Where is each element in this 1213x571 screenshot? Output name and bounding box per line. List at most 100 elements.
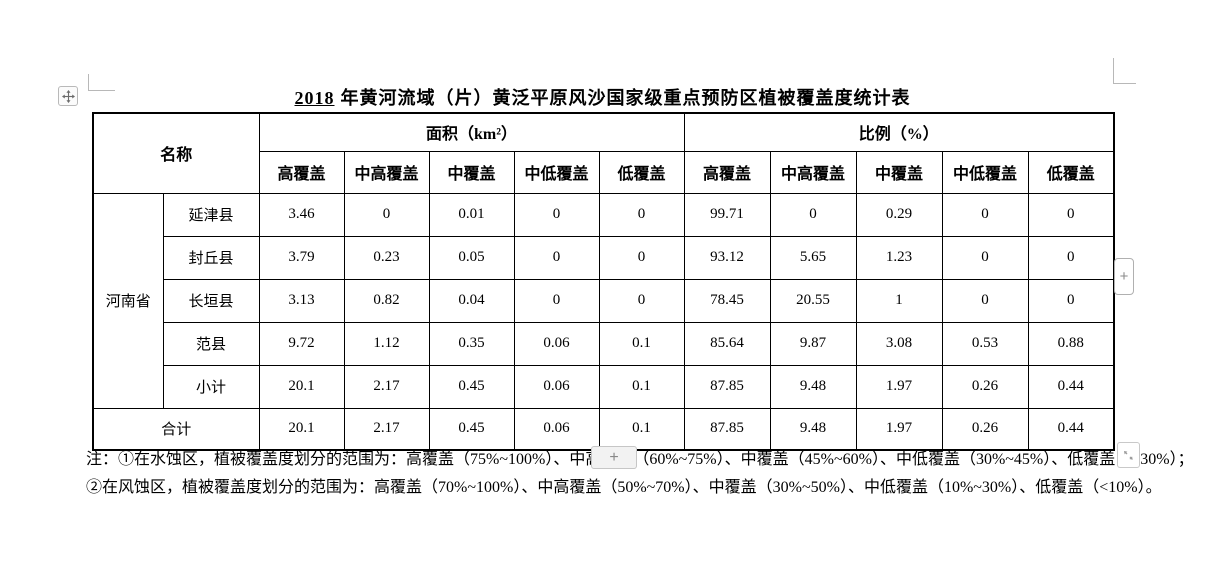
page-title: 2018 年黄河流域（片）黄泛平原风沙国家级重点预防区植被覆盖度统计表 bbox=[92, 84, 1113, 110]
ratio-value-cell: 99.71 bbox=[683, 192, 771, 237]
area-value-cell: 0.1 bbox=[598, 321, 685, 366]
ratio-value-cell: 20.55 bbox=[769, 278, 857, 323]
county-name-cell: 范县 bbox=[162, 321, 260, 366]
area-value-cell: 0.82 bbox=[343, 278, 430, 323]
title-year: 2018 bbox=[294, 88, 335, 108]
ratio-value-cell: 9.48 bbox=[769, 364, 857, 409]
ratio-value-cell: 0 bbox=[941, 235, 1029, 280]
table-move-handle[interactable] bbox=[58, 86, 78, 106]
ratio-value-cell: 0.44 bbox=[1027, 407, 1115, 451]
ratio-value-cell: 0.26 bbox=[941, 407, 1029, 451]
ratio-value-cell: 0.88 bbox=[1027, 321, 1115, 366]
crop-mark-top-left-horizontal bbox=[88, 90, 115, 91]
header-ratio-mid: 中覆盖 bbox=[855, 150, 943, 194]
note-line-1: 注：①在水蚀区，植被覆盖度划分的范围为：高覆盖（75%~100%）、中高覆盖（6… bbox=[86, 451, 1194, 468]
header-area-midhigh: 中高覆盖 bbox=[343, 150, 430, 194]
area-value-cell: 0.06 bbox=[513, 407, 600, 451]
ratio-value-cell: 1.97 bbox=[855, 364, 943, 409]
crop-mark-top-right-horizontal bbox=[1113, 83, 1136, 84]
header-ratio-high: 高覆盖 bbox=[683, 150, 771, 194]
area-value-cell: 0 bbox=[343, 192, 430, 237]
header-area-high: 高覆盖 bbox=[258, 150, 345, 194]
ratio-value-cell: 0 bbox=[1027, 192, 1115, 237]
area-value-cell: 0 bbox=[598, 278, 685, 323]
area-value-cell: 0.45 bbox=[428, 364, 515, 409]
ratio-value-cell: 9.87 bbox=[769, 321, 857, 366]
area-value-cell: 0.06 bbox=[513, 364, 600, 409]
ratio-value-cell: 0 bbox=[769, 192, 857, 237]
table-notes: 注：①在水蚀区，植被覆盖度划分的范围为：高覆盖（75%~100%）、中高覆盖（6… bbox=[86, 446, 1194, 501]
county-name-cell: 封丘县 bbox=[162, 235, 260, 280]
area-value-cell: 0.35 bbox=[428, 321, 515, 366]
area-value-cell: 3.13 bbox=[258, 278, 345, 323]
header-area-low: 低覆盖 bbox=[598, 150, 685, 194]
area-value-cell: 0.04 bbox=[428, 278, 515, 323]
note-line-2: ②在风蚀区，植被覆盖度划分的范围为：高覆盖（70%~100%）、中高覆盖（50%… bbox=[86, 478, 1162, 496]
area-value-cell: 0.06 bbox=[513, 321, 600, 366]
title-text: 年黄河流域（片）黄泛平原风沙国家级重点预防区植被覆盖度统计表 bbox=[340, 88, 911, 108]
county-name-cell: 延津县 bbox=[162, 192, 260, 237]
ratio-value-cell: 1.97 bbox=[855, 407, 943, 451]
table-row: 河南省 延津县 3.46 0 0.01 0 0 99.71 0 0.29 0 0 bbox=[92, 192, 1115, 409]
area-value-cell: 0.01 bbox=[428, 192, 515, 237]
area-value-cell: 2.17 bbox=[343, 407, 430, 451]
ratio-value-cell: 3.08 bbox=[855, 321, 943, 366]
area-value-cell: 0.1 bbox=[598, 364, 685, 409]
header-ratio-midlow: 中低覆盖 bbox=[941, 150, 1029, 194]
area-value-cell: 3.46 bbox=[258, 192, 345, 237]
area-value-cell: 3.79 bbox=[258, 235, 345, 280]
ratio-value-cell: 9.48 bbox=[769, 407, 857, 451]
county-name-cell: 小计 bbox=[162, 364, 260, 409]
area-value-cell: 0 bbox=[513, 278, 600, 323]
ratio-value-cell: 0 bbox=[1027, 235, 1115, 280]
table-resize-handle[interactable] bbox=[1117, 442, 1140, 468]
move-arrows-icon bbox=[61, 89, 75, 103]
county-name-cell: 长垣县 bbox=[162, 278, 260, 323]
header-ratio-midhigh: 中高覆盖 bbox=[769, 150, 857, 194]
table-row: 封丘县 3.79 0.23 0.05 0 0 93.12 5.65 1.23 0 0 bbox=[93, 235, 1115, 280]
area-value-cell: 0 bbox=[598, 235, 685, 280]
header-area-midlow: 中低覆盖 bbox=[513, 150, 600, 194]
insert-column-button[interactable]: + bbox=[1114, 258, 1134, 295]
area-value-cell: 0.05 bbox=[428, 235, 515, 280]
ratio-value-cell: 87.85 bbox=[683, 407, 771, 451]
header-area-group: 面积（km²） bbox=[258, 112, 685, 152]
resize-diagonal-icon bbox=[1121, 448, 1136, 463]
header-area-mid: 中覆盖 bbox=[428, 150, 515, 194]
area-value-cell: 9.72 bbox=[258, 321, 345, 366]
area-value-cell: 1.12 bbox=[343, 321, 430, 366]
ratio-value-cell: 78.45 bbox=[683, 278, 771, 323]
ratio-value-cell: 0 bbox=[1027, 278, 1115, 323]
insert-row-button[interactable]: + bbox=[591, 446, 637, 469]
ratio-value-cell: 5.65 bbox=[769, 235, 857, 280]
ratio-value-cell: 87.85 bbox=[683, 364, 771, 409]
total-label-cell: 合计 bbox=[92, 407, 260, 451]
table-row: 长垣县 3.13 0.82 0.04 0 0 78.45 20.55 1 0 0 bbox=[93, 278, 1115, 323]
province-cell: 河南省 bbox=[92, 192, 164, 409]
total-row: 合计 20.1 2.17 0.45 0.06 0.1 87.85 9.48 1.97 0.26 0.… bbox=[92, 407, 1115, 451]
table-row: 小计 20.1 2.17 0.45 0.06 0.1 87.85 9.48 1.97 0.26 0.… bbox=[93, 364, 1115, 409]
area-value-cell: 0 bbox=[513, 235, 600, 280]
ratio-value-cell: 1 bbox=[855, 278, 943, 323]
plus-icon: + bbox=[609, 448, 619, 466]
plus-icon: + bbox=[1119, 268, 1129, 285]
crop-mark-top-right-vertical bbox=[1113, 58, 1114, 84]
area-value-cell: 20.1 bbox=[258, 407, 345, 451]
ratio-value-cell: 1.23 bbox=[855, 235, 943, 280]
ratio-value-cell: 85.64 bbox=[683, 321, 771, 366]
header-name: 名称 bbox=[92, 112, 260, 194]
area-value-cell: 0.23 bbox=[343, 235, 430, 280]
header-ratio-group: 比例（%） bbox=[683, 112, 1115, 152]
ratio-value-cell: 0 bbox=[941, 278, 1029, 323]
ratio-value-cell: 93.12 bbox=[683, 235, 771, 280]
area-value-cell: 0.1 bbox=[598, 407, 685, 451]
crop-mark-top-left-vertical bbox=[88, 74, 89, 91]
area-value-cell: 0.45 bbox=[428, 407, 515, 451]
header-ratio-low: 低覆盖 bbox=[1027, 150, 1115, 194]
ratio-value-cell: 0.26 bbox=[941, 364, 1029, 409]
area-value-cell: 2.17 bbox=[343, 364, 430, 409]
ratio-value-cell: 0.53 bbox=[941, 321, 1029, 366]
area-value-cell: 0 bbox=[598, 192, 685, 237]
ratio-value-cell: 0 bbox=[941, 192, 1029, 237]
ratio-value-cell: 0.29 bbox=[855, 192, 943, 237]
